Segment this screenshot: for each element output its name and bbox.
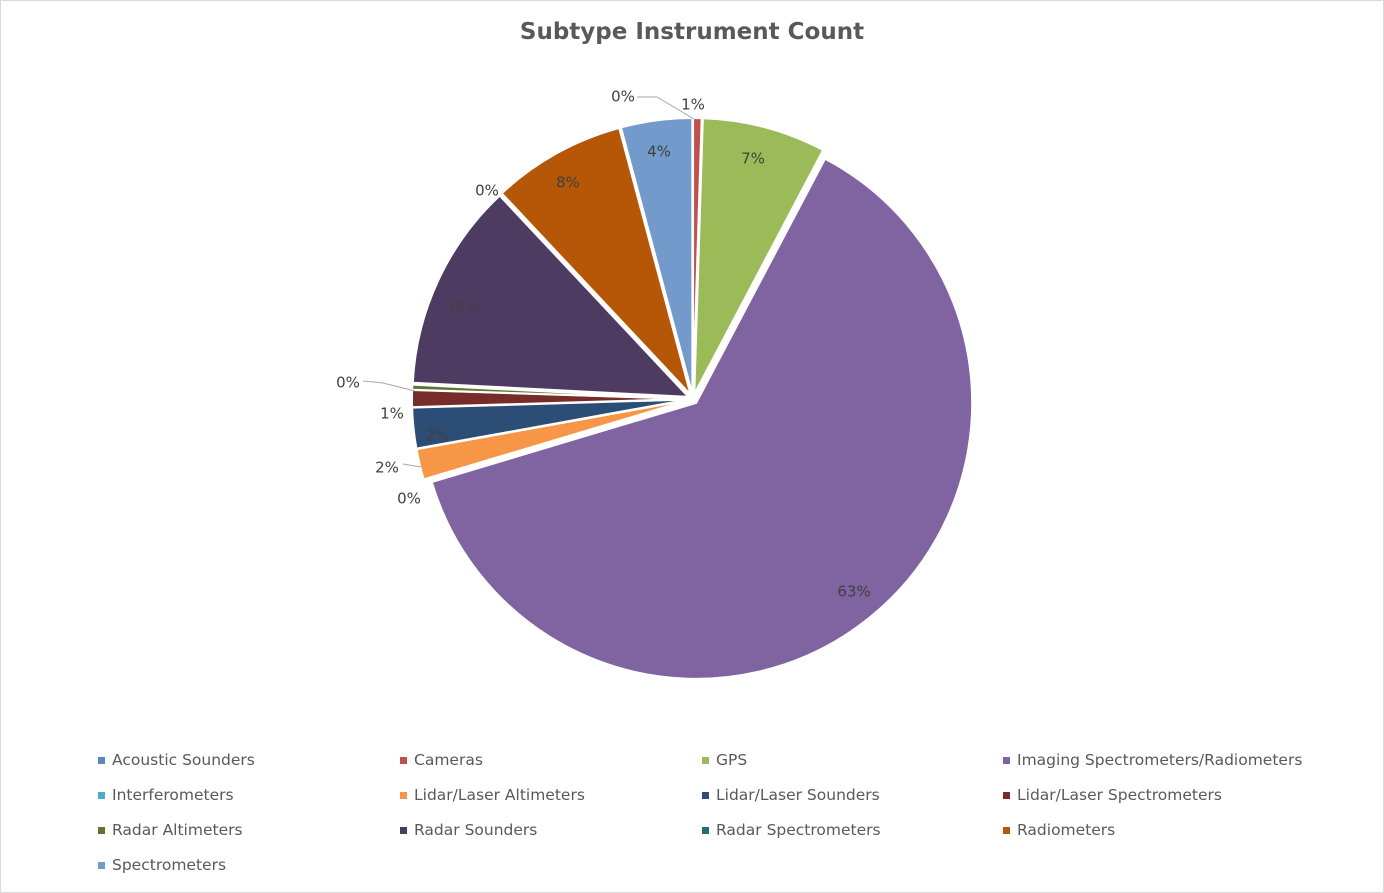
legend-label: Radar Altimeters bbox=[112, 821, 243, 839]
data-label: 1% bbox=[380, 405, 404, 423]
legend-label: Imaging Spectrometers/Radiometers bbox=[1017, 751, 1303, 769]
legend-item: Lidar/Laser Spectrometers bbox=[1003, 784, 1222, 806]
pie-slice-radar-sounders bbox=[411, 194, 691, 399]
pie-slice-imaging-spectrometers-radiometers bbox=[430, 157, 974, 680]
pie-slice-gps bbox=[693, 117, 825, 395]
legend-item: Spectrometers bbox=[98, 854, 226, 876]
legend-swatch bbox=[400, 791, 407, 799]
legend-swatch bbox=[400, 826, 407, 834]
legend-label: Radiometers bbox=[1017, 821, 1116, 839]
legend-label: Acoustic Sounders bbox=[112, 751, 255, 769]
legend-label: Lidar/Laser Altimeters bbox=[414, 786, 585, 804]
legend-swatch bbox=[702, 791, 709, 799]
legend-swatch bbox=[1003, 756, 1010, 764]
data-label: 1% bbox=[681, 96, 705, 114]
leader-line bbox=[362, 380, 416, 392]
legend-label: GPS bbox=[716, 751, 748, 769]
data-label: 0% bbox=[336, 374, 360, 392]
data-label: 0% bbox=[611, 88, 635, 106]
legend-label: Radar Spectrometers bbox=[716, 821, 881, 839]
legend-label: Lidar/Laser Sounders bbox=[716, 786, 880, 804]
legend-item: Imaging Spectrometers/Radiometers bbox=[1003, 749, 1302, 771]
data-label: 2% bbox=[375, 459, 399, 477]
legend-swatch bbox=[702, 826, 709, 834]
leader-line bbox=[402, 463, 422, 468]
legend-item: Radiometers bbox=[1003, 819, 1115, 841]
data-label: 7% bbox=[741, 150, 765, 168]
leader-line bbox=[637, 96, 695, 120]
legend-item: Radar Sounders bbox=[400, 819, 537, 841]
legend-swatch bbox=[98, 791, 105, 799]
legend-item: Interferometers bbox=[98, 784, 234, 806]
data-label: 8% bbox=[556, 174, 580, 192]
legend-swatch bbox=[1003, 791, 1010, 799]
legend-swatch bbox=[1003, 826, 1010, 834]
legend-item: Acoustic Sounders bbox=[98, 749, 255, 771]
legend-swatch bbox=[400, 756, 407, 764]
legend-label: Radar Sounders bbox=[414, 821, 538, 839]
legend-swatch bbox=[702, 756, 709, 764]
legend-item: Lidar/Laser Altimeters bbox=[400, 784, 585, 806]
legend-label: Cameras bbox=[414, 751, 483, 769]
chart-title: Subtype Instrument Count bbox=[519, 19, 865, 45]
legend-swatch bbox=[98, 861, 105, 869]
legend-item: Radar Altimeters bbox=[98, 819, 243, 841]
pie-slice-radar-altimeters bbox=[411, 383, 689, 400]
legend-label: Lidar/Laser Spectrometers bbox=[1017, 786, 1222, 804]
legend-label: Interferometers bbox=[112, 786, 234, 804]
legend-swatch bbox=[98, 756, 105, 764]
data-label: 63% bbox=[837, 583, 870, 601]
legend-item: Lidar/Laser Sounders bbox=[702, 784, 880, 806]
data-label: 2% bbox=[425, 427, 449, 445]
legend-label: Spectrometers bbox=[112, 856, 227, 874]
legend-swatch bbox=[98, 826, 105, 834]
data-label: 0% bbox=[397, 490, 421, 508]
pie-slice-radiometers bbox=[500, 126, 692, 396]
data-label: 12% bbox=[446, 299, 479, 317]
data-label: 4% bbox=[647, 143, 671, 161]
legend-item: GPS bbox=[702, 749, 747, 771]
legend-item: Cameras bbox=[400, 749, 483, 771]
legend-item: Radar Spectrometers bbox=[702, 819, 881, 841]
data-label: 0% bbox=[475, 182, 499, 200]
